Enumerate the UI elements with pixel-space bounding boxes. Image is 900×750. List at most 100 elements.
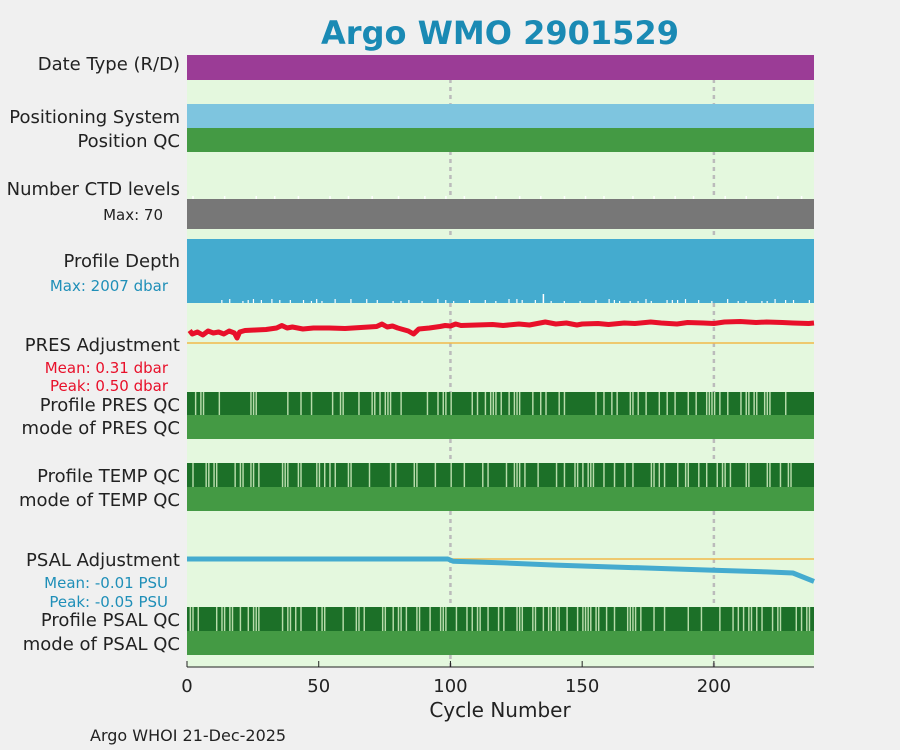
qc-light-bar — [213, 463, 215, 487]
label-profile-psal-qc: Profile PSAL QC — [41, 610, 180, 631]
qc-light-bar — [540, 392, 542, 415]
depth-tick — [242, 301, 244, 303]
psal-adjustment-series — [187, 556, 815, 584]
mode-psal-qc-band — [187, 631, 814, 655]
qc-light-bar — [629, 607, 632, 631]
depth-tick — [711, 301, 713, 303]
qc-light-bar — [713, 392, 716, 415]
qc-light-bar — [763, 392, 766, 415]
qc-light-bar — [381, 607, 384, 631]
qc-light-bar — [200, 392, 202, 415]
qc-light-bar — [721, 463, 724, 487]
row-labels: Date Type (R/D) Positioning System Posit… — [7, 54, 180, 655]
qc-light-bar — [318, 463, 321, 487]
qc-light-bar — [787, 463, 790, 487]
depth-tick — [579, 301, 581, 303]
qc-light-bar — [434, 463, 437, 487]
qc-light-bar — [194, 392, 197, 415]
qc-light-bar — [387, 392, 389, 415]
positioning-system-band — [187, 104, 814, 128]
qc-light-bar — [766, 463, 769, 487]
qc-light-bar — [611, 392, 613, 415]
depth-tick — [698, 300, 700, 303]
qc-light-bar — [321, 607, 323, 631]
x-tick-label-200: 200 — [697, 676, 731, 697]
depth-tick — [534, 300, 536, 303]
qc-light-bar — [384, 392, 387, 415]
qc-light-bar — [208, 463, 210, 487]
depth-tick — [221, 300, 223, 303]
qc-light-bar — [645, 392, 647, 415]
qc-light-bar — [455, 607, 458, 631]
depth-tick — [302, 300, 305, 303]
qc-light-bar — [445, 607, 447, 631]
qc-light-bar — [769, 392, 771, 415]
qc-light-bar — [234, 463, 236, 487]
qc-light-bar — [250, 392, 252, 415]
ctd-tick — [800, 196, 803, 199]
x-tick-label-50: 50 — [307, 676, 330, 697]
qc-light-bar — [684, 463, 687, 487]
qc-light-bar — [634, 607, 637, 631]
label-positioning-system: Positioning System — [9, 107, 180, 128]
depth-tick — [671, 300, 673, 303]
qc-light-bar — [202, 392, 205, 415]
qc-light-bar — [471, 607, 473, 631]
qc-light-bar — [197, 607, 199, 631]
ctd-tick — [192, 196, 194, 199]
qc-light-bar — [737, 607, 740, 631]
x-axis-ticks: 0 50 100 150 200 — [181, 661, 731, 697]
qc-light-bar — [205, 463, 207, 487]
qc-light-bar — [650, 463, 653, 487]
qc-light-bar — [426, 392, 429, 415]
qc-light-bar — [252, 463, 255, 487]
qc-light-bar — [405, 607, 408, 631]
qc-light-bar — [397, 607, 400, 631]
qc-light-bar — [505, 463, 508, 487]
profile-pres-qc-bars — [194, 392, 787, 415]
position-qc-band — [187, 128, 814, 152]
qc-light-bar — [603, 392, 605, 415]
qc-light-bar — [653, 607, 655, 631]
qc-light-bar — [716, 463, 718, 487]
depth-tick — [737, 301, 739, 303]
ctd-tick — [724, 196, 726, 199]
qc-light-bar — [442, 607, 444, 631]
qc-light-bar — [705, 463, 708, 487]
qc-light-bar — [252, 392, 255, 415]
x-tick-label-100: 100 — [433, 676, 467, 697]
qc-light-bar — [595, 392, 597, 415]
qc-light-bar — [439, 607, 442, 631]
depth-tick — [792, 300, 795, 303]
qc-light-bar — [384, 607, 387, 631]
qc-light-bar — [239, 607, 242, 631]
grid-lines — [449, 55, 716, 667]
qc-light-bar — [663, 607, 666, 631]
depth-tick — [321, 301, 323, 303]
qc-light-bar — [653, 463, 655, 487]
qc-light-bar — [215, 463, 218, 487]
ctd-tick — [603, 196, 605, 199]
ctd-tick — [777, 196, 779, 199]
qc-light-bar — [513, 392, 516, 415]
ctd-tick — [297, 196, 300, 199]
qc-light-bar — [687, 392, 689, 415]
qc-light-bar — [497, 607, 500, 631]
qc-light-bar — [674, 392, 676, 415]
qc-light-bar — [637, 392, 639, 415]
depth-tick — [437, 299, 439, 303]
qc-light-bar — [748, 463, 750, 487]
label-profile-temp-qc: Profile TEMP QC — [37, 466, 180, 487]
qc-light-bar — [518, 392, 521, 415]
qc-light-bar — [666, 392, 668, 415]
qc-light-bar — [521, 607, 524, 631]
mode-temp-qc-band — [187, 487, 814, 511]
footer-credit: Argo WHOI 21-Dec-2025 — [90, 726, 286, 745]
qc-light-bar — [289, 607, 292, 631]
ctd-tick — [223, 196, 226, 199]
ctd-tick — [495, 196, 497, 199]
qc-light-bar — [547, 607, 550, 631]
qc-light-bar — [632, 463, 634, 487]
depth-tick — [484, 300, 486, 303]
